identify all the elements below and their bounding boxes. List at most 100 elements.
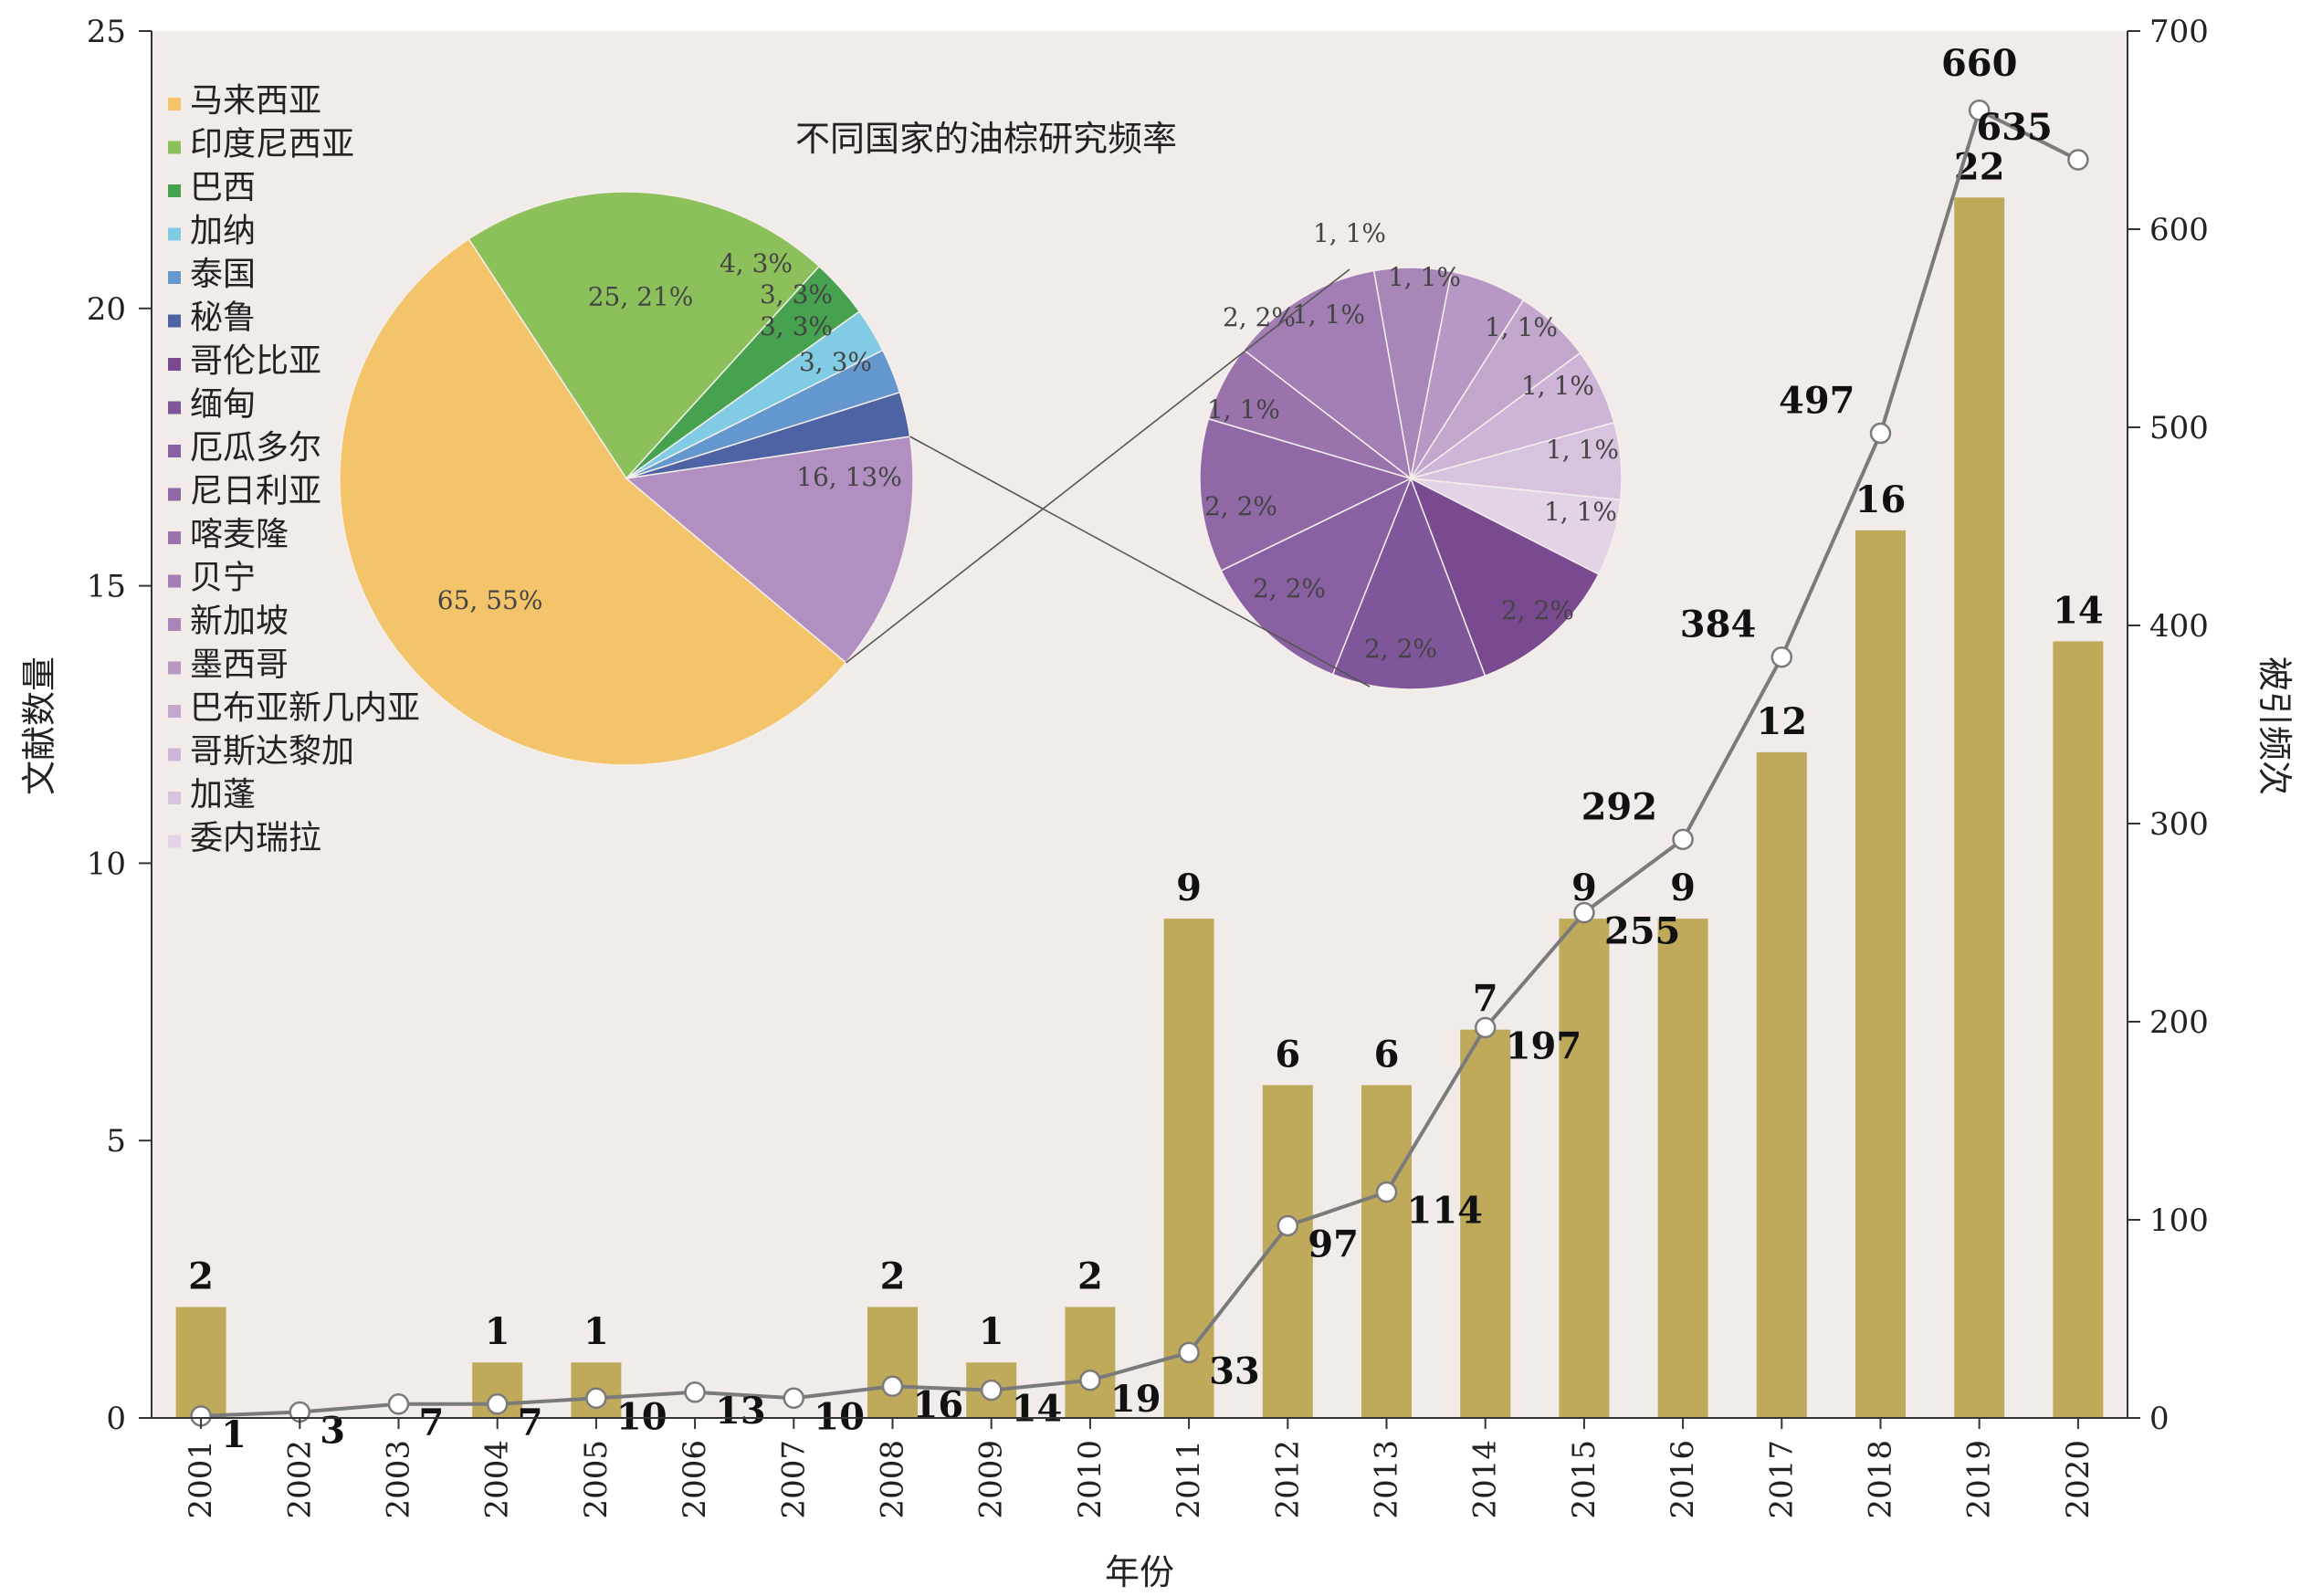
citation-label-2001: 1 — [221, 1413, 247, 1456]
citation-label-2004: 7 — [518, 1402, 543, 1444]
x-tick-label-2008: 2008 — [875, 1440, 911, 1519]
citation-label-2007: 10 — [814, 1395, 865, 1438]
main-pie-slice-label-0: 65, 55% — [437, 585, 543, 615]
bar-label-2009: 1 — [979, 1310, 1004, 1353]
citation-point-2016 — [1672, 828, 1694, 851]
sub-pie-slice-label-4: 1, 1% — [1207, 394, 1280, 425]
legend-swatch-9 — [168, 488, 181, 501]
x-tick-label-2020: 2020 — [2060, 1440, 2096, 1519]
bar-2019 — [1954, 197, 2005, 1418]
sub-pie-slice-11 — [1410, 478, 1622, 575]
sub-pie-slice-label-2: 2, 2% — [1253, 573, 1326, 604]
legend-label-5: 秘鲁 — [190, 299, 256, 337]
citation-point-2020 — [2067, 149, 2089, 171]
citation-label-2015: 255 — [1604, 910, 1681, 953]
citation-point-2010 — [1079, 1370, 1101, 1391]
main-pie-slice-label-5: 3, 3% — [799, 347, 872, 377]
left-tick-label-15: 15 — [87, 569, 126, 605]
bar-2018 — [1855, 530, 1906, 1418]
left-tick-label-0: 0 — [106, 1401, 126, 1437]
citation-point-2004 — [486, 1393, 509, 1415]
citation-point-2005 — [585, 1387, 607, 1410]
legend-swatch-0 — [168, 98, 181, 110]
left-tick-label-25: 25 — [87, 14, 126, 50]
citation-label-2012: 97 — [1308, 1223, 1359, 1266]
legend-label-12: 新加坡 — [190, 603, 289, 640]
x-tick-label-2002: 2002 — [281, 1440, 318, 1519]
legend-swatch-13 — [168, 661, 181, 675]
x-tick-label-2016: 2016 — [1665, 1440, 1701, 1519]
citation-point-2014 — [1474, 1016, 1497, 1039]
legend-swatch-5 — [168, 314, 181, 328]
sub-pie-slice-label-10: 1, 1% — [1546, 435, 1619, 465]
sub-pie-slice-3 — [1199, 417, 1413, 572]
citation-point-2013 — [1375, 1181, 1398, 1203]
legend-swatch-3 — [168, 227, 181, 241]
citation-point-2017 — [1770, 646, 1793, 668]
citation-point-2015 — [1573, 901, 1595, 924]
sub-pie-slice-label-6: 1, 1% — [1292, 299, 1365, 330]
x-tick-label-2013: 2013 — [1369, 1440, 1405, 1519]
main-pie-slice-label-3: 3, 3% — [760, 279, 833, 310]
pie-title: 不同国家的油棕研究频率 — [795, 119, 1177, 159]
legend-swatch-1 — [168, 141, 181, 154]
legend-label-11: 贝宁 — [190, 560, 256, 597]
bar-2012 — [1262, 1085, 1313, 1418]
citation-point-2019 — [1968, 100, 1991, 121]
sub-pie-slice-label-8: 1, 1% — [1485, 312, 1558, 342]
bar-label-2020: 14 — [2053, 589, 2104, 632]
legend-label-8: 厄瓜多尔 — [190, 429, 321, 467]
main-pie-slice-label-2: 4, 3% — [720, 248, 793, 278]
legend-label-2: 巴西 — [190, 169, 256, 206]
citation-label-2017: 384 — [1680, 604, 1757, 646]
legend-swatch-8 — [168, 445, 181, 457]
bar-2020 — [2053, 641, 2104, 1418]
x-tick-label-2004: 2004 — [479, 1440, 516, 1519]
legend-label-16: 加蓬 — [190, 776, 256, 814]
main-pie-slice-label-1: 25, 21% — [588, 282, 694, 312]
legend-swatch-2 — [168, 184, 181, 197]
bar-2016 — [1657, 919, 1708, 1418]
bar-label-2017: 12 — [1756, 700, 1807, 743]
legend-label-3: 加纳 — [190, 213, 256, 250]
bar-2017 — [1756, 751, 1807, 1418]
right-tick-label-500: 500 — [2149, 410, 2209, 446]
sub-pie-slice-label-3: 2, 2% — [1204, 491, 1277, 521]
right-tick-label-0: 0 — [2149, 1401, 2170, 1437]
x-tick-label-2003: 2003 — [381, 1440, 417, 1519]
main-pie-slice-0 — [339, 237, 847, 766]
bar-label-2013: 6 — [1374, 1033, 1400, 1076]
citation-line — [201, 107, 2079, 1418]
bar-label-2012: 6 — [1275, 1033, 1300, 1076]
legend-label-4: 泰国 — [190, 256, 256, 293]
citation-label-2002: 3 — [320, 1409, 345, 1452]
bar-2015 — [1559, 919, 1610, 1418]
main-pie-slice-label-4: 3, 3% — [760, 311, 833, 341]
bar-2008 — [867, 1307, 918, 1418]
sub-pie-slice-label-7: 1, 1% — [1388, 262, 1461, 292]
sub-pie-slice-1 — [1331, 476, 1487, 690]
sub-pie-callout-label: 1, 1% — [1313, 218, 1386, 248]
sub-pie-slice-label-9: 1, 1% — [1521, 371, 1594, 401]
legend-swatch-14 — [168, 705, 181, 718]
bar-label-2014: 7 — [1473, 978, 1498, 1021]
citation-label-2016: 292 — [1581, 785, 1658, 828]
legend-label-0: 马来西亚 — [190, 82, 321, 120]
citation-label-2009: 14 — [1012, 1388, 1063, 1431]
sub-pie-slice-label-0: 2, 2% — [1501, 595, 1574, 625]
citation-point-2007 — [783, 1387, 805, 1410]
citation-point-2018 — [1869, 422, 1892, 445]
sub-pie-slice-label-5: 2, 2% — [1223, 302, 1296, 332]
legend-swatch-11 — [168, 574, 181, 588]
citation-label-2010: 19 — [1110, 1378, 1161, 1421]
citation-point-2006 — [684, 1381, 706, 1403]
x-tick-label-2005: 2005 — [578, 1440, 615, 1519]
x-tick-label-2007: 2007 — [775, 1440, 812, 1519]
x-axis-title: 年份 — [1105, 1552, 1174, 1592]
bar-2001 — [175, 1307, 226, 1418]
legend-swatch-7 — [168, 401, 181, 415]
main-pie-slice-label-6: 16, 13% — [796, 462, 902, 492]
right-tick-label-300: 300 — [2149, 806, 2209, 843]
left-axis-title: 文献数量 — [19, 656, 59, 795]
x-tick-label-2001: 2001 — [183, 1440, 219, 1519]
